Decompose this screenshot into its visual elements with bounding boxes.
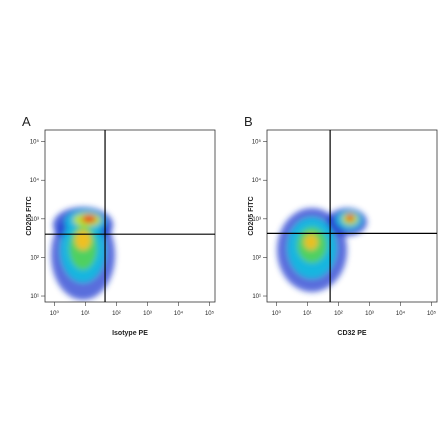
y-tick-label: 10³ (252, 217, 261, 223)
plot-frame (44, 129, 216, 303)
x-tick-label: 10⁵ (427, 310, 437, 317)
x-tick-label: 10¹ (81, 311, 90, 317)
density-cloud (51, 207, 115, 300)
y-tick-label: 10² (30, 255, 39, 261)
x-tick-label: 10² (112, 311, 121, 317)
x-tick-label: 10⁴ (174, 310, 184, 317)
x-tick-label: 10⁴ (396, 310, 406, 317)
x-tick-label: 10³ (365, 311, 374, 317)
x-axis-label: CD32 PE (337, 330, 367, 337)
plot-frame (266, 129, 438, 303)
y-tick-label: 10¹ (30, 294, 39, 300)
x-tick-label: 10¹ (303, 311, 312, 317)
y-tick-label: 10⁵ (252, 139, 262, 146)
y-axis-label: CD205 FITC (26, 196, 33, 235)
y-tick-label: 10⁴ (30, 177, 40, 184)
y-tick-label: 10¹ (252, 294, 261, 300)
panel-label: B (244, 114, 253, 129)
density-cloud (277, 208, 367, 292)
y-tick-label: 10² (252, 255, 261, 261)
x-tick-label: 10⁰ (272, 310, 282, 317)
x-tick-label: 10⁰ (50, 310, 60, 317)
y-tick-label: 10⁴ (252, 177, 262, 184)
x-axis-label: Isotype PE (112, 330, 148, 337)
panel-label: A (22, 114, 31, 129)
x-tick-label: 10² (334, 311, 343, 317)
y-tick-label: 10⁵ (30, 139, 40, 146)
y-tick-label: 10³ (30, 217, 39, 223)
x-tick-label: 10⁵ (205, 310, 215, 317)
y-axis-label: CD205 FITC (248, 196, 255, 235)
x-tick-label: 10³ (143, 311, 152, 317)
